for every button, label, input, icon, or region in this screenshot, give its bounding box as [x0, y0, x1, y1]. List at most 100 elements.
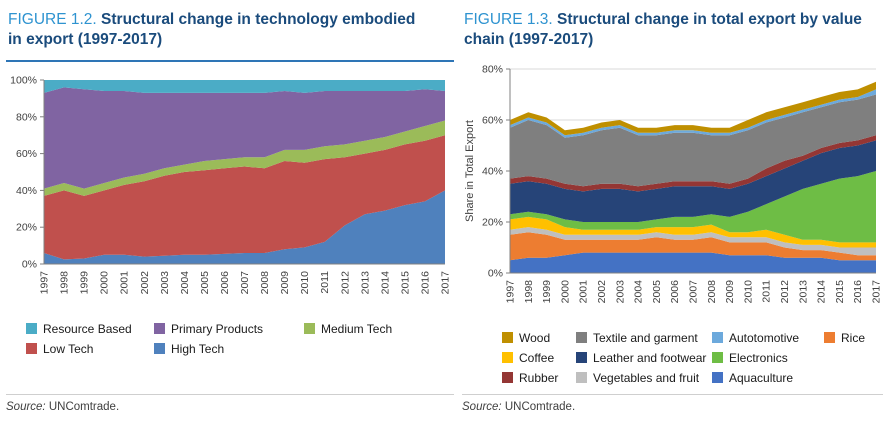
- legend-swatch-textile-and-garment: [576, 332, 587, 344]
- legend-label: Wood: [519, 330, 551, 345]
- y-tick-label: 60%: [16, 148, 37, 160]
- y-tick-label: 20%: [16, 222, 37, 234]
- area-low-tech: [44, 135, 445, 260]
- legend-swatch-vegetables-and-fruit: [576, 372, 587, 384]
- figure-1-2-label: FIGURE 1.2.: [8, 11, 97, 28]
- legend-row: Wood Textile and garment Autotomotive Rice: [462, 331, 883, 345]
- legend-label: Leather and footwear: [593, 350, 707, 365]
- x-tick-label: 1999: [79, 271, 91, 295]
- legend-swatch-leather-and-footwear: [576, 352, 587, 364]
- x-tick-label: 2003: [614, 280, 626, 304]
- figure-1-3-heading: Structural change in total export by val…: [464, 11, 862, 49]
- y-tick-label: 20%: [482, 216, 503, 228]
- y-tick-label: 80%: [482, 63, 503, 75]
- y-tick-label: 0%: [488, 267, 503, 279]
- area-resource-based: [44, 79, 445, 93]
- x-tick-label: 2012: [779, 280, 791, 304]
- legend-swatch-aquaculture: [712, 372, 723, 384]
- legend-swatch-rubber: [502, 372, 513, 384]
- x-tick-label: 2001: [119, 271, 131, 295]
- legend-swatch-wood: [502, 332, 513, 344]
- x-tick-label: 2017: [440, 271, 451, 295]
- x-tick-label: 1997: [39, 271, 51, 295]
- x-tick-label: 2004: [179, 271, 191, 295]
- area-leather-and-footwear: [510, 140, 876, 222]
- x-tick-label: 2000: [99, 271, 111, 295]
- figure-1-3-panel: FIGURE 1.3. Structural change in total e…: [462, 10, 883, 413]
- legend-swatch-low-tech: [26, 343, 37, 355]
- legend-swatch-high-tech: [154, 343, 165, 355]
- legend-label: Rice: [841, 330, 866, 345]
- source-text: UNComtrade.: [504, 401, 576, 413]
- legend-row: Coffee Leather and footwear Electronics: [462, 351, 883, 365]
- area-rice: [510, 232, 876, 261]
- x-tick-label: 2008: [706, 280, 718, 304]
- legend-swatch-primary-products: [154, 323, 165, 335]
- x-tick-label: 2007: [239, 271, 251, 295]
- area-vegetables-and-fruit: [510, 227, 876, 256]
- legend-label: Textile and garment: [593, 330, 698, 345]
- x-tick-label: 2003: [159, 271, 171, 295]
- legend-item-aquaculture: Aquaculture: [712, 371, 824, 385]
- area-coffee: [510, 216, 876, 248]
- legend-swatch-resource-based: [26, 323, 37, 335]
- x-tick-label: 2011: [761, 280, 773, 303]
- figure-1-2-heading: Structural change in technology embodied…: [8, 11, 416, 49]
- x-tick-label: 2013: [359, 271, 371, 295]
- x-tick-label: 2004: [633, 280, 645, 304]
- x-tick-label: 2012: [339, 271, 351, 295]
- legend-row: Rubber Vegetables and fruit Aquaculture: [462, 371, 883, 385]
- legend-item-autotomotive: Autotomotive: [712, 331, 824, 345]
- y-tick-label: 80%: [16, 111, 37, 123]
- legend-swatch-electronics: [712, 352, 723, 364]
- figure-1-3-title: FIGURE 1.3. Structural change in total e…: [464, 10, 876, 51]
- x-tick-label: 2009: [724, 280, 736, 304]
- source-label: Source:: [6, 401, 46, 413]
- x-tick-label: 2002: [139, 271, 151, 295]
- x-tick-label: 1998: [523, 280, 535, 304]
- y-axis-title: Share in Total Export: [464, 120, 476, 222]
- legend-item-wood: Wood: [502, 331, 576, 345]
- x-tick-label: 1997: [505, 280, 517, 304]
- title-rule: [6, 59, 454, 62]
- figure-1-3-label: FIGURE 1.3.: [464, 11, 553, 28]
- legend-item-electronics: Electronics: [712, 351, 824, 365]
- source-text: UNComtrade.: [48, 401, 120, 413]
- area-aquaculture: [510, 252, 876, 273]
- legend-item-high-tech: High Tech: [154, 342, 304, 356]
- figure-1-3-source: Source: UNComtrade.: [462, 394, 883, 413]
- x-tick-label: 2016: [852, 280, 864, 304]
- area-electronics: [510, 170, 876, 243]
- value-chain-export-stacked-area-chart: 0% 20% 40% 60% 80% 1997 1998 1999 2000 2001 2002 20…: [464, 63, 882, 304]
- legend-label: Primary Products: [171, 321, 264, 336]
- figure-1-2-panel: FIGURE 1.2. Structural change in technol…: [6, 10, 454, 413]
- legend-row: Resource Based Primary Products Medium Tec…: [6, 322, 454, 336]
- area-wood: [510, 81, 876, 136]
- figure-1-2-legend: Resource Based Primary Products Medium Tec…: [6, 316, 454, 356]
- legend-item-resource-based: Resource Based: [26, 322, 154, 336]
- figure-1-2-title: FIGURE 1.2. Structural change in technol…: [8, 10, 420, 51]
- legend-item-vegetables-and-fruit: Vegetables and fruit: [576, 371, 712, 385]
- legend-row: Low Tech High Tech: [6, 342, 454, 356]
- x-tick-label: 2006: [219, 271, 231, 295]
- x-tick-label: 2007: [688, 280, 700, 304]
- legend-item-rice: Rice: [824, 331, 883, 345]
- y-tick-label: 0%: [22, 258, 37, 270]
- legend-label: Low Tech: [43, 341, 94, 356]
- legend-label: Electronics: [729, 350, 788, 365]
- x-tick-label: 2015: [399, 271, 411, 295]
- x-tick-label: 2002: [596, 280, 608, 304]
- x-tick-label: 1998: [59, 271, 71, 295]
- x-tick-label: 2009: [279, 271, 291, 295]
- y-tick-label: 40%: [16, 185, 37, 197]
- legend-label: Medium Tech: [321, 321, 393, 336]
- legend-label: Vegetables and fruit: [593, 370, 700, 385]
- legend-swatch-rice: [824, 332, 835, 344]
- x-tick-label: 2014: [379, 271, 391, 295]
- y-tick-label: 40%: [482, 165, 503, 177]
- area-high-tech: [44, 190, 445, 264]
- x-tick-label: 2005: [651, 280, 663, 304]
- legend-label: High Tech: [171, 341, 225, 356]
- legend-label: Autotomotive: [729, 330, 800, 345]
- legend-label: Aquaculture: [729, 370, 794, 385]
